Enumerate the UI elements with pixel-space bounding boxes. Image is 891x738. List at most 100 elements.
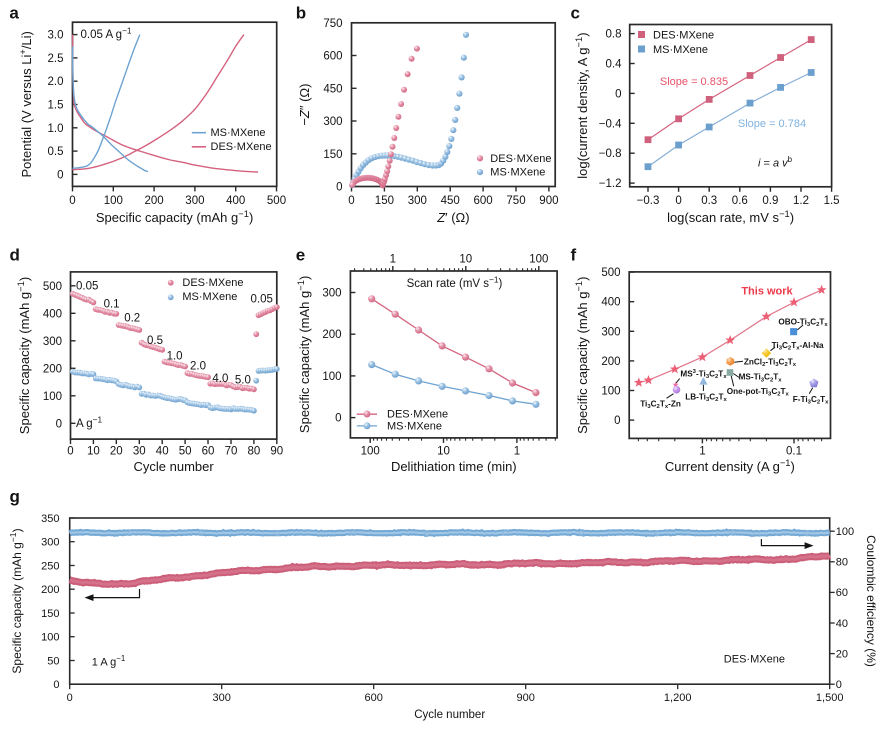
svg-text:2.5: 2.5 xyxy=(48,53,64,65)
svg-text:0.2: 0.2 xyxy=(124,313,140,325)
svg-text:350: 350 xyxy=(41,513,59,525)
svg-text:DES·MXene: DES·MXene xyxy=(182,277,243,289)
svg-text:50: 50 xyxy=(179,446,192,458)
svg-text:DES·MXene: DES·MXene xyxy=(211,141,272,153)
svg-text:600: 600 xyxy=(323,51,342,63)
svg-text:DES·MXene: DES·MXene xyxy=(387,409,448,421)
svg-text:0: 0 xyxy=(67,446,73,458)
svg-text:30: 30 xyxy=(133,446,146,458)
svg-text:0: 0 xyxy=(57,169,63,181)
svg-text:b: b xyxy=(296,4,306,23)
svg-text:50: 50 xyxy=(47,655,59,667)
svg-text:1: 1 xyxy=(390,254,396,266)
svg-text:0.6: 0.6 xyxy=(732,195,748,207)
svg-text:1.5: 1.5 xyxy=(48,100,64,112)
svg-text:900: 900 xyxy=(539,195,558,207)
svg-text:d: d xyxy=(10,246,20,265)
svg-text:200: 200 xyxy=(43,363,62,375)
svg-text:0: 0 xyxy=(335,413,341,425)
svg-text:−0.4: −0.4 xyxy=(599,118,622,130)
svg-text:2.0: 2.0 xyxy=(190,361,206,373)
svg-text:300: 300 xyxy=(43,336,62,348)
svg-text:100: 100 xyxy=(322,371,341,383)
svg-text:a: a xyxy=(9,4,19,23)
svg-text:Z′ (Ω): Z′ (Ω) xyxy=(436,210,469,225)
svg-text:750: 750 xyxy=(323,18,342,30)
svg-text:0: 0 xyxy=(836,679,842,691)
svg-text:Current density (A g−1): Current density (A g−1) xyxy=(665,457,795,474)
svg-text:40: 40 xyxy=(836,618,848,630)
svg-text:450: 450 xyxy=(441,195,460,207)
svg-text:0: 0 xyxy=(614,415,620,427)
svg-text:20: 20 xyxy=(110,446,123,458)
svg-text:20: 20 xyxy=(836,648,848,660)
svg-text:MS·MXene: MS·MXene xyxy=(490,167,545,179)
svg-text:−Z″ (Ω): −Z″ (Ω) xyxy=(297,84,312,126)
svg-text:One-pot-Ti3C2Tx: One-pot-Ti3C2Tx xyxy=(727,387,790,398)
svg-text:200: 200 xyxy=(41,584,59,596)
svg-text:Delithiation time (min): Delithiation time (min) xyxy=(391,459,517,474)
svg-text:80: 80 xyxy=(836,557,848,569)
svg-text:−0.8: −0.8 xyxy=(599,148,622,160)
svg-text:0: 0 xyxy=(69,195,75,207)
svg-text:90: 90 xyxy=(270,446,283,458)
svg-text:0.05: 0.05 xyxy=(251,293,273,305)
svg-text:Cycle number: Cycle number xyxy=(133,459,214,474)
svg-text:−0.3: −0.3 xyxy=(637,195,660,207)
svg-text:MS·MXene: MS·MXene xyxy=(387,421,442,433)
svg-text:60: 60 xyxy=(202,446,215,458)
svg-text:0.1: 0.1 xyxy=(786,446,802,458)
svg-text:ZnCl2-Ti3C2Tx: ZnCl2-Ti3C2Tx xyxy=(744,357,797,368)
svg-text:500: 500 xyxy=(43,281,62,293)
svg-text:0: 0 xyxy=(675,195,681,207)
svg-text:A g−1: A g−1 xyxy=(76,414,102,430)
svg-text:1.0: 1.0 xyxy=(167,351,183,363)
svg-text:i = a vb: i = a vb xyxy=(758,155,793,169)
svg-text:300: 300 xyxy=(408,195,427,207)
svg-text:100: 100 xyxy=(529,254,548,266)
svg-text:600: 600 xyxy=(365,692,383,704)
svg-text:log(current density, A g−1): log(current density, A g−1) xyxy=(573,32,590,178)
svg-text:4.0: 4.0 xyxy=(212,373,228,385)
svg-text:80: 80 xyxy=(248,446,261,458)
svg-text:10: 10 xyxy=(459,254,472,266)
svg-text:60: 60 xyxy=(836,587,848,599)
svg-text:0.4: 0.4 xyxy=(606,59,623,71)
svg-text:1,200: 1,200 xyxy=(664,692,692,704)
svg-text:450: 450 xyxy=(323,83,342,95)
svg-text:300: 300 xyxy=(601,326,620,338)
svg-text:Slope = 0.835: Slope = 0.835 xyxy=(660,76,728,88)
svg-text:200: 200 xyxy=(601,356,620,368)
svg-text:100: 100 xyxy=(836,526,854,538)
svg-text:200: 200 xyxy=(145,195,164,207)
svg-text:0: 0 xyxy=(336,182,342,194)
svg-text:2.0: 2.0 xyxy=(48,76,64,88)
svg-text:Specific capacity (mAh g−1): Specific capacity (mAh g−1) xyxy=(15,277,32,434)
svg-text:10: 10 xyxy=(87,446,100,458)
svg-text:100: 100 xyxy=(601,386,620,398)
svg-text:1.2: 1.2 xyxy=(793,195,809,207)
svg-text:Specific capacity (mAh g−1): Specific capacity (mAh g−1) xyxy=(573,277,590,434)
svg-text:5.0: 5.0 xyxy=(235,375,251,387)
svg-text:−1.2: −1.2 xyxy=(599,178,622,190)
svg-text:DES·MXene: DES·MXene xyxy=(490,153,551,165)
svg-text:100: 100 xyxy=(41,632,59,644)
svg-text:Ti3C2Tx-Zn: Ti3C2Tx-Zn xyxy=(640,400,681,411)
svg-text:1: 1 xyxy=(699,446,705,458)
svg-text:300: 300 xyxy=(41,537,59,549)
svg-text:Potential (V versus Li+/Li): Potential (V versus Li+/Li) xyxy=(17,31,34,177)
svg-text:Specific capacity (mAh g−1): Specific capacity (mAh g−1) xyxy=(8,528,24,673)
svg-text:400: 400 xyxy=(601,297,620,309)
svg-text:0.3: 0.3 xyxy=(701,195,717,207)
svg-text:1 A g−1: 1 A g−1 xyxy=(92,654,125,668)
svg-text:400: 400 xyxy=(226,195,245,207)
svg-text:Cycle number: Cycle number xyxy=(414,709,485,721)
svg-text:F-Ti3C2Tx: F-Ti3C2Tx xyxy=(793,395,829,406)
svg-text:1.0: 1.0 xyxy=(48,123,64,135)
svg-text:0: 0 xyxy=(53,679,59,691)
svg-text:600: 600 xyxy=(474,195,493,207)
svg-text:300: 300 xyxy=(213,692,231,704)
svg-text:MS·MXene: MS·MXene xyxy=(211,127,266,139)
svg-text:1,500: 1,500 xyxy=(816,692,844,704)
svg-text:e: e xyxy=(296,246,305,265)
